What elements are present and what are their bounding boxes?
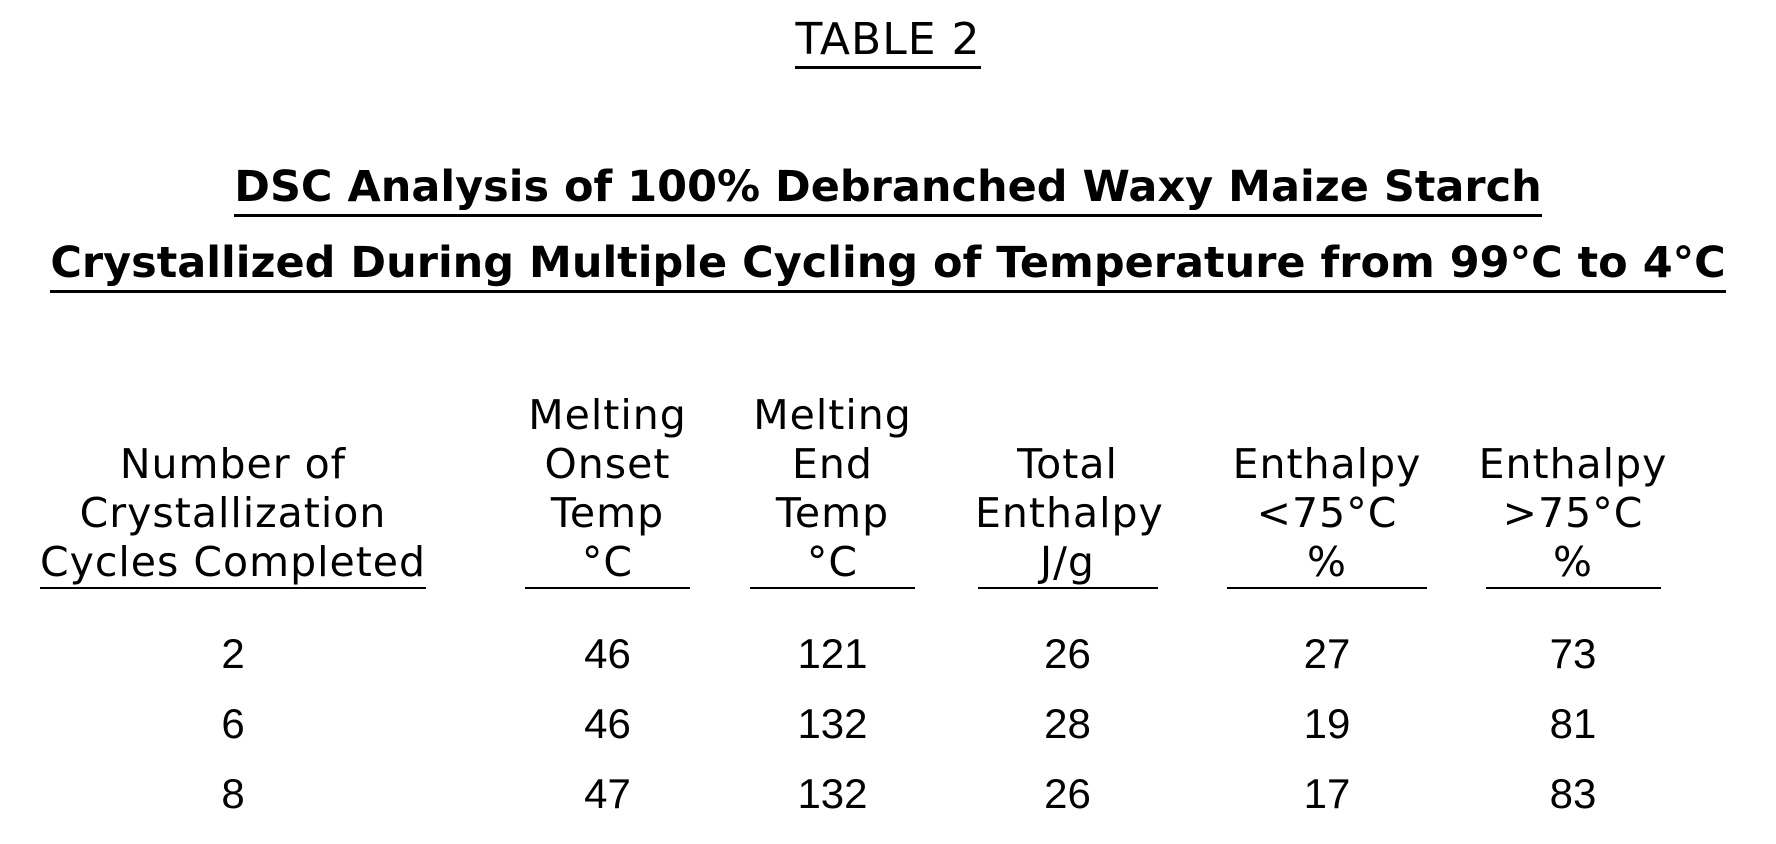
table-cell: 132 [797,770,868,817]
table-cell: 19 [1303,700,1351,747]
header-text: Melting [753,391,912,439]
table-label: TABLE 2 [0,14,1776,69]
table-cell: 46 [584,700,631,747]
column-header-cycles: Number of Crystallization Cycles Complet… [18,440,448,589]
table-title-line-1-text: DSC Analysis of 100% Debranched Waxy Mai… [234,162,1542,217]
table-cell: 2 [221,630,245,677]
header-text: Enthalpy [1232,440,1422,488]
table-title-line-2-text: Crystallized During Multiple Cycling of … [50,238,1726,293]
table-cell: 8 [221,770,245,817]
table-cell: 27 [1303,630,1351,677]
header-text: Cycles Completed [39,538,427,589]
header-text: <75°C [1256,489,1398,537]
table-cell: 46 [584,630,631,677]
header-units: °C [525,538,690,589]
table-cell: 47 [584,770,631,817]
header-text: >75°C [1502,489,1644,537]
header-text: Crystallization [79,489,387,537]
table-cell: 81 [1549,700,1597,747]
header-text: Temp [775,489,890,537]
header-text: Melting [528,391,687,439]
header-units: °C [750,538,915,589]
table-cell: 26 [1044,630,1091,677]
table-title-line-2: Crystallized During Multiple Cycling of … [0,238,1776,293]
header-text: Enthalpy [1478,440,1668,488]
header-units: J/g [977,538,1158,589]
header-text: Temp [550,489,665,537]
table-cell: 6 [221,700,245,747]
header-text: Onset [544,440,671,488]
column-header-onset-temp: Melting Onset Temp °C [520,391,695,589]
header-units: % [1227,538,1427,589]
column-header-enthalpy-below-75: Enthalpy <75°C % [1222,440,1432,589]
table-cell: 121 [797,630,868,677]
table-cell: 26 [1044,770,1091,817]
table-row: 2 46 121 26 27 73 [0,630,1776,700]
table-row: 6 46 132 28 19 81 [0,700,1776,770]
table-label-text: TABLE 2 [795,14,981,69]
table-row: 8 47 132 26 17 83 [0,770,1776,840]
column-header-enthalpy-above-75: Enthalpy >75°C % [1468,440,1678,589]
table-cell: 17 [1303,770,1351,817]
table-body: 2 46 121 26 27 73 6 46 132 28 19 81 8 47… [0,630,1776,840]
header-text: Enthalpy [975,489,1164,537]
header-text: End [792,440,873,488]
table-cell: 73 [1549,630,1597,677]
table-cell: 28 [1044,700,1091,747]
table-title-line-1: DSC Analysis of 100% Debranched Waxy Mai… [0,162,1776,217]
header-text: Total [1017,440,1118,488]
header-text: Number of [119,440,347,488]
column-header-total-enthalpy: Total Enthalpy J/g [975,440,1164,589]
table-cell: 132 [797,700,868,747]
table-cell: 83 [1549,770,1597,817]
header-units: % [1485,538,1661,589]
column-header-end-temp: Melting End Temp °C [745,391,920,589]
